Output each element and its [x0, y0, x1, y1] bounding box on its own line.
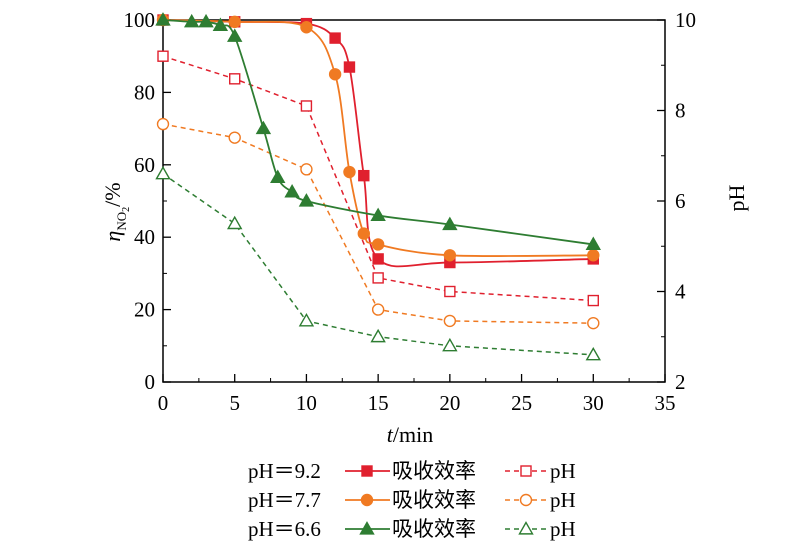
legend-label: pH＝6.6 [248, 517, 321, 541]
legend-marker [518, 521, 534, 535]
legend-row: pH＝6.6 吸收效率 pH [248, 517, 576, 541]
data-point [372, 272, 384, 284]
data-point [155, 12, 171, 26]
y-left-tick-label: 60 [134, 153, 155, 177]
series-line-dashed [162, 123, 594, 324]
data-point [229, 73, 241, 85]
data-point [270, 169, 286, 184]
data-point [284, 184, 300, 198]
legend-row: pH＝9.2 吸收效率 pH [248, 459, 576, 483]
legend-marker [520, 465, 532, 477]
legend-label: pH＝7.7 [248, 488, 321, 512]
y-left-tick-label: 40 [134, 225, 155, 249]
y-left-tick-label: 100 [124, 8, 156, 32]
data-point [228, 15, 241, 29]
data-point [343, 61, 356, 73]
series-2 [156, 13, 600, 262]
axis-labels: t/min ηNO2/% pH [100, 182, 749, 447]
data-point [300, 163, 313, 176]
x-tick-label: 10 [296, 391, 317, 415]
data-point [358, 169, 370, 182]
y-right-tick-label: 8 [675, 99, 686, 123]
x-tick-label: 25 [511, 391, 532, 415]
data-point [157, 50, 169, 62]
data-point [255, 120, 272, 135]
data-point [371, 303, 385, 316]
data-point [227, 28, 243, 42]
data-point [328, 68, 342, 81]
legend-label: pH＝9.2 [248, 459, 321, 483]
y-right-tick-label: 6 [675, 189, 686, 213]
data-point [587, 249, 600, 262]
legend-ph-label: pH [550, 488, 576, 512]
y-left-tick-label: 20 [134, 298, 155, 322]
axes-frame: 0 5 10 15 20 25 30 35 0 20 40 60 80 100 2 4 6 8 10 [124, 8, 697, 415]
data-point [372, 253, 384, 265]
data-point [371, 238, 385, 251]
data-point [587, 294, 599, 307]
legend-marker [359, 521, 375, 535]
series-0 [157, 14, 599, 269]
legend-marker [361, 465, 373, 477]
data-point [198, 13, 214, 28]
legend: pH＝9.2 吸收效率 pH pH＝7.7 吸收效率 pH pH＝6.6 吸收效率 pH [248, 459, 576, 541]
series-5 [155, 165, 601, 361]
legend-marker [519, 493, 533, 507]
x-tick-label: 5 [229, 391, 240, 415]
x-tick-label: 20 [439, 391, 460, 415]
data-point [300, 21, 313, 34]
series-line-dashed [162, 173, 594, 356]
x-tick-label: 30 [583, 391, 604, 415]
data-point [443, 314, 457, 328]
x-tick-label: 35 [655, 391, 676, 415]
legend-eff-label: 吸收效率 [392, 488, 476, 512]
legend-eff-label: 吸收效率 [392, 459, 476, 483]
data-point [183, 13, 200, 28]
data-point [155, 165, 171, 180]
y-right-tick-label: 2 [675, 370, 686, 394]
data-point [212, 17, 229, 32]
data-point [357, 227, 370, 240]
series-layer [155, 12, 601, 361]
x-tick-label: 15 [368, 391, 389, 415]
legend-ph-label: pH [550, 459, 576, 483]
data-point [298, 313, 315, 327]
y-left-tick-label: 80 [134, 80, 155, 104]
y-axis-label-right: pH [724, 184, 749, 211]
y-left-tick-label: 0 [145, 370, 156, 394]
data-point [370, 207, 386, 222]
series-3 [156, 117, 600, 330]
legend-ph-label: pH [550, 517, 576, 541]
series-line [162, 19, 594, 268]
data-point [585, 236, 601, 251]
y-right-tick-label: 10 [675, 8, 696, 32]
data-point [443, 249, 457, 262]
data-point [585, 346, 601, 361]
y-axis-label-left: ηNO2/% [100, 182, 132, 241]
x-tick-label: 0 [158, 391, 169, 415]
legend-row: pH＝7.7 吸收效率 pH [248, 488, 576, 512]
data-point [300, 100, 313, 112]
series-4 [155, 12, 601, 251]
data-point [329, 32, 341, 44]
data-point [442, 216, 458, 231]
x-axis-label: t/min [387, 422, 433, 447]
data-point [370, 328, 386, 343]
data-point [587, 316, 600, 330]
legend-eff-label: 吸收效率 [392, 517, 476, 541]
series-1 [157, 50, 599, 307]
legend-marker [360, 493, 374, 507]
data-point [298, 193, 315, 207]
data-point [227, 215, 243, 230]
data-point [442, 337, 458, 352]
series-line-dashed [162, 55, 594, 302]
data-point [343, 165, 356, 179]
data-point [444, 285, 456, 298]
data-point [228, 131, 241, 144]
y-right-tick-label: 4 [675, 280, 686, 304]
data-point [156, 117, 170, 131]
